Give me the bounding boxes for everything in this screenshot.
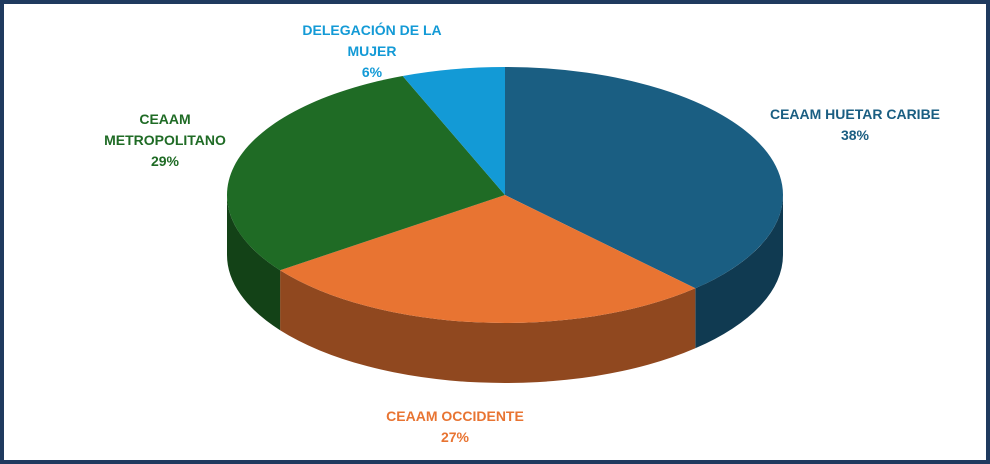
data-label: DELEGACIÓN DE LA MUJER 6% [292, 20, 452, 83]
pie-slice [402, 67, 505, 195]
label-name: CEAAM OCCIDENTE [386, 408, 524, 424]
pie-side [280, 270, 696, 383]
label-value: 27% [440, 429, 470, 445]
pie-slice [227, 75, 505, 271]
label-value: 38% [840, 127, 870, 143]
pie-slice [505, 67, 783, 289]
label-value: 6% [361, 64, 383, 80]
data-label: CEAAM OCCIDENTE 27% [325, 406, 585, 448]
label-value: 29% [150, 153, 180, 169]
pie-side [695, 195, 783, 349]
label-name: DELEGACIÓN DE LA MUJER [302, 22, 442, 59]
label-name: CEAAM HUETAR CARIBE [769, 106, 941, 122]
pie-plot [227, 67, 783, 383]
pie-slice [280, 195, 696, 323]
data-label: CEAAM METROPOLITANO 29% [95, 109, 235, 172]
pie-side [227, 195, 281, 331]
data-label: CEAAM HUETAR CARIBE 38% [725, 104, 985, 146]
label-name: CEAAM METROPOLITANO [104, 111, 226, 148]
